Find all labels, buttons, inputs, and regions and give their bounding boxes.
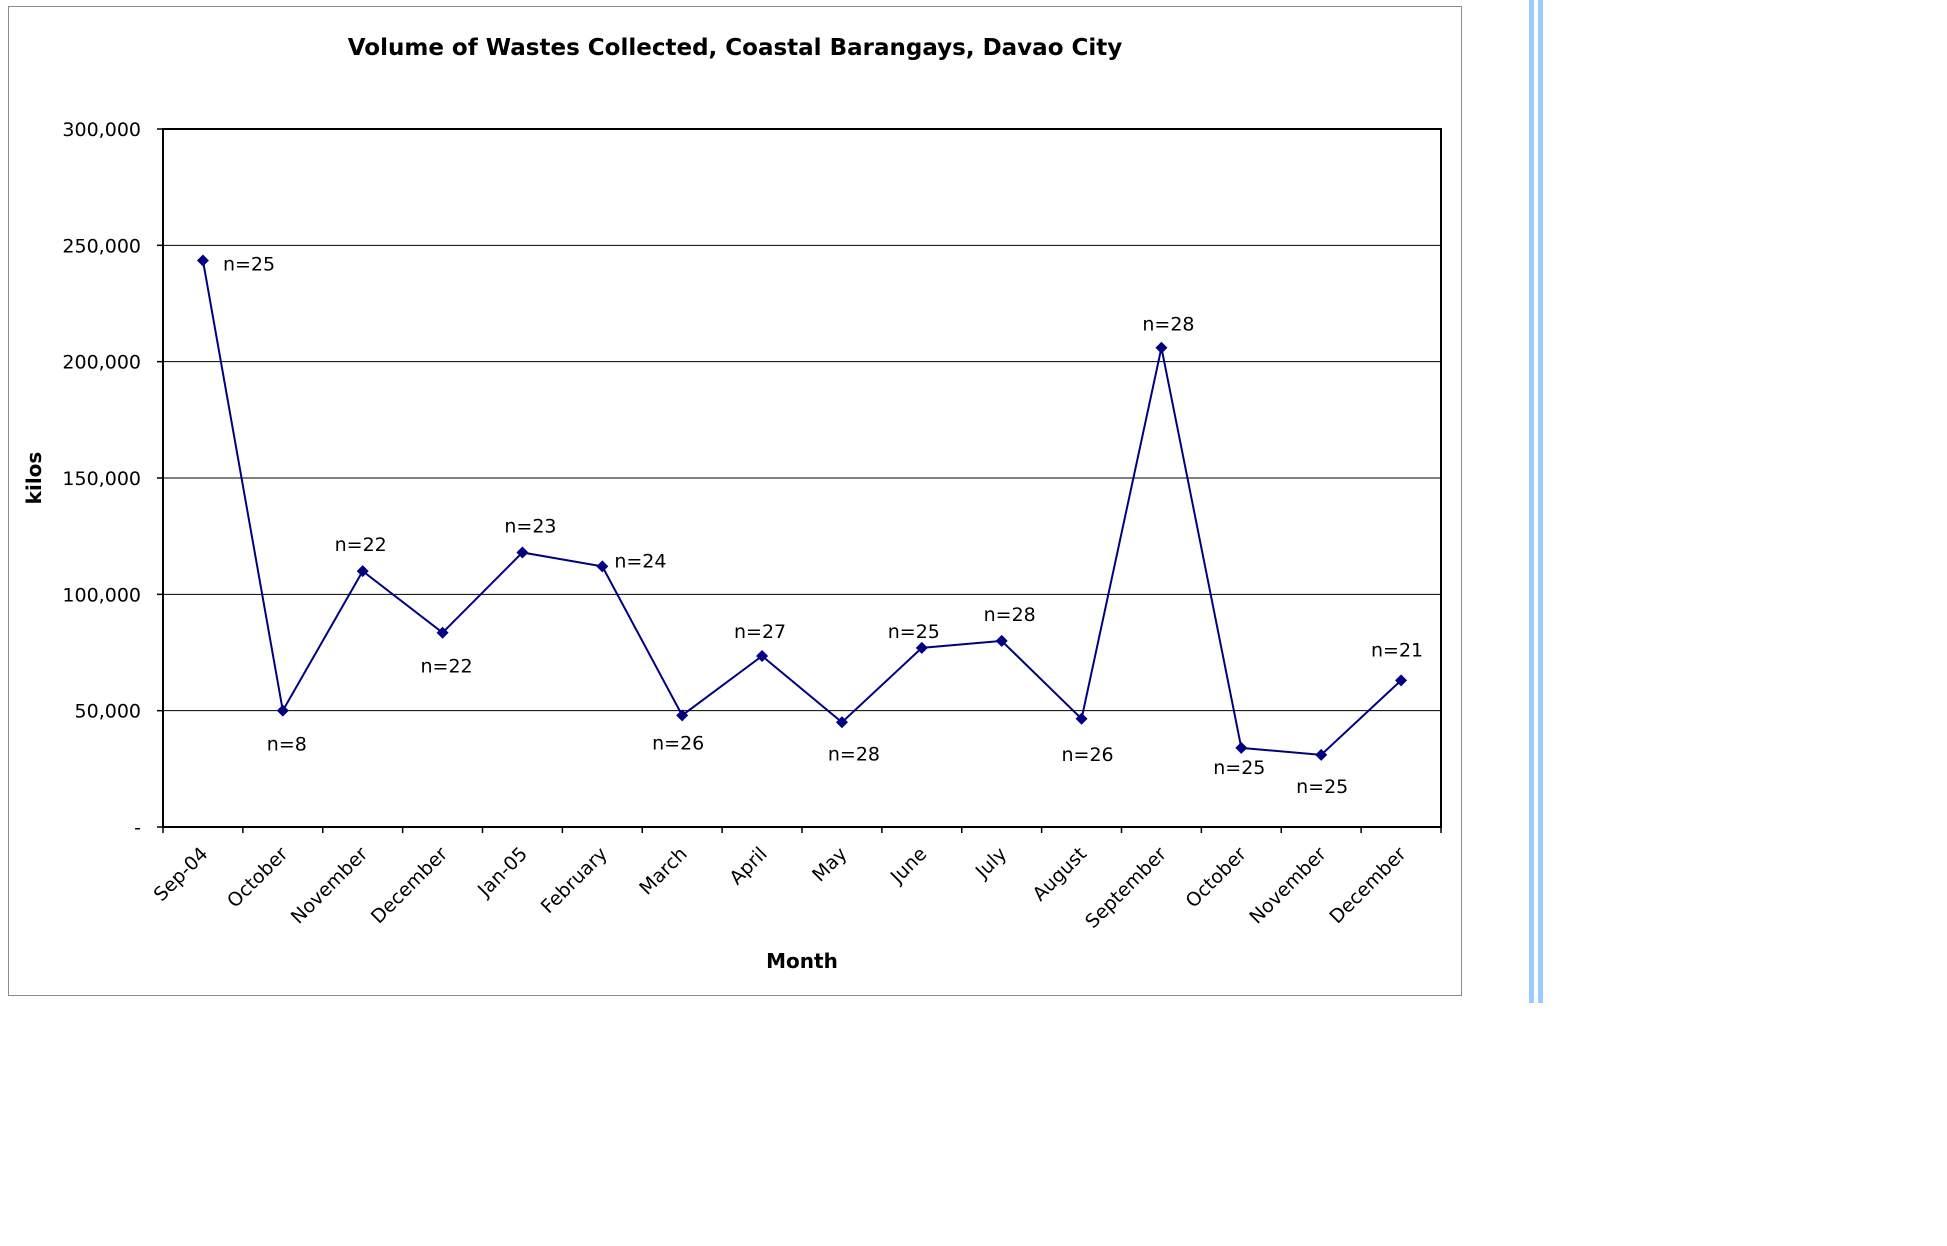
- x-tick-label: Jan-05: [473, 843, 532, 902]
- y-tick-label: 150,000: [62, 468, 141, 490]
- x-tick-label: December: [1325, 843, 1410, 928]
- y-tick-label: 300,000: [62, 119, 141, 141]
- data-label: n=25: [223, 253, 275, 275]
- y-tick-label: 200,000: [62, 352, 141, 374]
- data-label: n=23: [504, 515, 556, 537]
- x-tick-label: October: [223, 843, 292, 912]
- data-label: n=28: [1142, 314, 1194, 336]
- data-label: n=22: [420, 656, 472, 678]
- x-tick-label: March: [635, 843, 692, 900]
- x-tick-label: August: [1029, 843, 1092, 906]
- data-label: n=22: [335, 534, 387, 556]
- data-point-marker: [676, 709, 689, 722]
- y-tick-label: 100,000: [62, 584, 141, 606]
- chart: Volume of Wastes Collected, Coastal Bara…: [22, 35, 1442, 973]
- series: [196, 254, 1408, 761]
- data-label: n=25: [1213, 757, 1265, 779]
- data-point-marker: [1315, 748, 1328, 761]
- gridlines: [163, 244, 1441, 712]
- data-label: n=26: [652, 732, 704, 754]
- x-tick-label: February: [537, 843, 612, 918]
- chart-title: Volume of Wastes Collected, Coastal Bara…: [348, 35, 1123, 61]
- data-point-marker: [835, 716, 848, 729]
- y-tick-label: -: [134, 817, 141, 839]
- data-labels: n=25 n=8 n=22 n=22 n=23 n=24 n=26 n=27 n=28 n=25 n…: [223, 253, 1423, 797]
- data-point-marker: [995, 634, 1008, 647]
- x-tick-label: September: [1081, 843, 1171, 933]
- x-tick-label: July: [971, 843, 1011, 883]
- data-point-marker: [516, 546, 529, 559]
- data-point-marker: [1075, 712, 1088, 725]
- x-tick-label: May: [808, 843, 851, 886]
- data-point-marker: [1155, 341, 1168, 354]
- x-tick-label: Sep-04: [150, 843, 213, 906]
- data-point-marker: [596, 560, 609, 573]
- data-label: n=24: [614, 550, 666, 572]
- x-tick-label: October: [1182, 843, 1251, 912]
- right-edge-stripe: [1529, 0, 1534, 1003]
- y-axis-title: kilos: [22, 452, 46, 505]
- data-label: n=28: [828, 743, 880, 765]
- axes: - 50,000 100,000 150,000 200,000 250,000 300,0…: [62, 119, 1442, 933]
- data-label: n=25: [888, 621, 940, 643]
- x-axis-title: Month: [766, 949, 838, 973]
- y-tick-label: 250,000: [62, 235, 141, 257]
- data-point-marker: [196, 254, 209, 267]
- data-label: n=8: [267, 734, 307, 756]
- right-edge-stripe-inner: [1538, 0, 1543, 1003]
- data-point-marker: [356, 565, 369, 578]
- y-tick-label: 50,000: [75, 701, 141, 723]
- data-point-marker: [276, 704, 289, 717]
- data-point-marker: [915, 641, 928, 654]
- data-label: n=28: [984, 604, 1036, 626]
- data-label: n=26: [1061, 744, 1113, 766]
- data-point-marker: [756, 649, 769, 662]
- x-tick-label: December: [367, 843, 452, 928]
- data-label: n=21: [1371, 639, 1423, 661]
- data-label: n=27: [734, 621, 786, 643]
- x-tick-label: November: [1245, 843, 1331, 929]
- x-tick-label: April: [725, 843, 771, 889]
- x-tick-label: June: [886, 843, 932, 889]
- data-point-marker: [1235, 741, 1248, 754]
- data-point-marker: [436, 626, 449, 639]
- data-point-marker: [1395, 674, 1408, 687]
- x-tick-label: November: [287, 843, 373, 929]
- chart-frame: Volume of Wastes Collected, Coastal Bara…: [8, 6, 1462, 996]
- data-label: n=25: [1296, 776, 1348, 798]
- series-line: [201, 260, 1402, 756]
